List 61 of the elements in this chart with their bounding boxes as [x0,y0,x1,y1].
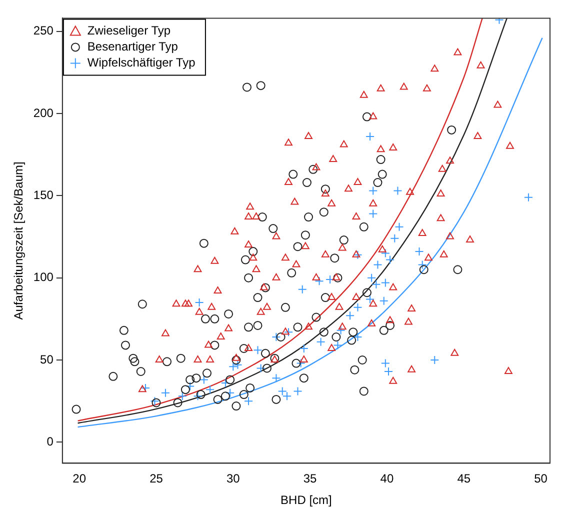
point [390,234,400,243]
point [296,358,306,368]
point [178,392,187,401]
legend-label: Besenartiger Typ [87,40,178,54]
point [373,260,382,270]
point [333,340,342,350]
point [299,344,308,353]
point [380,358,390,368]
x-tick-label: 25 [150,472,164,486]
x-tick-label: 35 [303,472,318,486]
point [298,284,307,294]
point [393,186,402,196]
point [314,276,324,286]
point [316,337,326,346]
point [524,192,533,202]
point [353,302,362,312]
point [346,311,355,320]
point [253,346,262,355]
y-tick-label: 200 [33,106,54,120]
legend-label: Zwieseliger Typ [87,24,171,38]
y-tick-label: 0 [46,434,54,448]
point [366,132,375,142]
y-tick-label: 50 [40,352,54,366]
point [293,386,302,396]
point [244,396,254,406]
y-tick-label: 100 [33,270,54,284]
point [160,388,170,398]
y-axis-title: Aufarbeitungszeit [Sek/Baum] [12,162,26,320]
point [206,385,215,394]
point [430,356,440,364]
point [199,375,208,384]
point [394,222,404,232]
x-tick-label: 50 [534,472,548,486]
x-axis-title: BHD [cm] [280,493,332,508]
point [193,392,202,401]
y-tick-label: 250 [33,24,54,38]
point [384,367,393,376]
point [256,364,266,373]
point [228,362,238,372]
point [414,247,424,256]
point [366,294,375,304]
point [220,378,230,388]
x-tick-label: 40 [380,472,394,486]
x-tick-label: 20 [72,472,86,486]
point [226,388,235,398]
point [368,209,378,218]
point [284,328,294,337]
point [194,298,204,307]
legend-label: Wipfelschäftiger Typ [87,56,196,70]
point [336,326,346,335]
point [380,278,390,288]
point [272,332,281,342]
point [368,186,378,196]
y-tick-label: 150 [33,188,54,202]
point [418,260,427,270]
point [186,382,195,391]
x-tick-label: 30 [226,472,240,486]
point [272,374,281,383]
point [379,296,388,306]
x-tick-label: 45 [457,472,471,486]
point [233,360,242,370]
